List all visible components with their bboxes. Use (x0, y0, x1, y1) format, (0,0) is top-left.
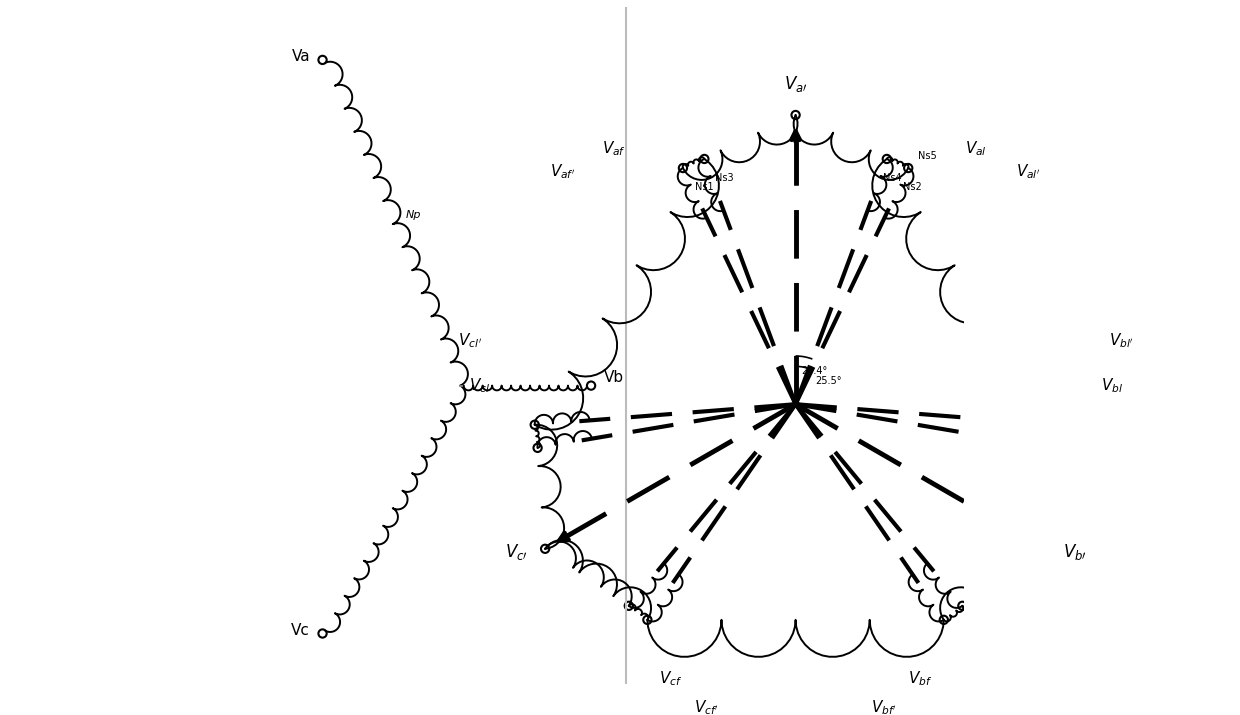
Text: $V_{bl}$: $V_{bl}$ (1101, 376, 1123, 395)
Text: Ns5: Ns5 (918, 151, 936, 161)
Text: $V_{c\prime}$: $V_{c\prime}$ (505, 542, 528, 562)
Text: 20.4°: 20.4° (801, 366, 827, 376)
Text: $V_{af}$: $V_{af}$ (603, 139, 626, 158)
Text: Ns1: Ns1 (696, 182, 714, 192)
Text: $V_{al}$: $V_{al}$ (965, 139, 987, 158)
Text: $V_{cf}$: $V_{cf}$ (658, 669, 682, 688)
Text: $V_{af'}$: $V_{af'}$ (549, 162, 575, 182)
Text: $V_{al'}$: $V_{al'}$ (1016, 162, 1040, 182)
Text: $V_{bf'}$: $V_{bf'}$ (872, 699, 898, 715)
Text: 25.5°: 25.5° (815, 377, 842, 387)
Text: Vb: Vb (604, 370, 624, 385)
Text: Ns3: Ns3 (715, 173, 734, 183)
Text: Ns4: Ns4 (883, 173, 901, 183)
Text: Np: Np (405, 209, 422, 220)
Text: $V_{bf}$: $V_{bf}$ (908, 669, 932, 688)
Text: $V_{cf'}$: $V_{cf'}$ (694, 699, 719, 715)
Text: $V_{b\prime}$: $V_{b\prime}$ (1063, 542, 1087, 562)
Text: Ns2: Ns2 (903, 182, 921, 192)
Text: Va: Va (291, 49, 310, 64)
Text: $V_{cl'}$: $V_{cl'}$ (458, 331, 482, 350)
Text: $V_{cl}$: $V_{cl}$ (469, 376, 490, 395)
Text: $V_{bl'}$: $V_{bl'}$ (1110, 331, 1135, 350)
Text: Vc: Vc (291, 623, 310, 638)
Text: $V_{a\prime}$: $V_{a\prime}$ (784, 74, 807, 94)
